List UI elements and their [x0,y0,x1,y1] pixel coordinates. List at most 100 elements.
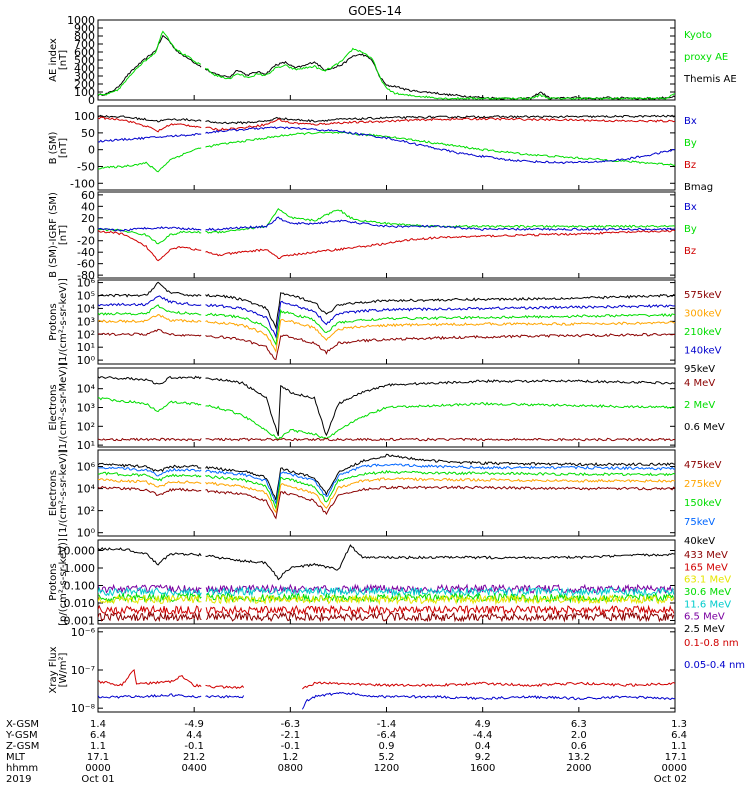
series-2-mev [98,396,675,441]
y-tick-label: 500 [74,54,95,67]
y-tick-label: -20 [77,235,95,248]
y-tick-label: 10⁻⁸ [71,702,96,715]
legend-entry: 275keV [684,479,722,490]
panel-protons_mev: 0.001 0.010 0.100 1.000 10.000Protons[p/(cm²… [48,538,731,635]
panel-frame [97,279,676,365]
series-by [98,131,675,173]
legend-entry: 30.6 MeV [684,587,731,598]
y-tick-label: 800 [74,30,95,43]
ephemeris-value: 1.1 [90,741,106,752]
panel-frame [97,627,676,713]
series-0-6-mev [98,375,675,437]
series-bz [98,116,675,133]
ephemeris-value: 1.4 [90,719,106,730]
y-tick-label: 0.010 [64,597,96,610]
y-tick-label: 10¹ [77,341,95,354]
series-275kev [98,477,675,514]
y-tick-label: 0.001 [64,615,96,628]
ephemeris-value: 17.1 [665,752,687,763]
panel-frame [97,539,676,625]
panel-frame [97,191,676,279]
ephemeris-value: -2.1 [281,730,301,741]
series-95kev [98,281,675,330]
y-tick-label: -80 [77,269,95,282]
ephemeris-value: -6.4 [377,730,397,741]
ephemeris-value: -4.4 [473,730,493,741]
legend-entry: 0.1-0.8 nm [684,638,739,649]
ephemeris-value: 17.1 [87,752,109,763]
series-0-1-0-8-nm [98,668,675,690]
legend-entry: 0.6 MeV [684,422,725,433]
panel-frame [97,105,676,191]
series-by [98,208,675,245]
ephemeris-value: 4.4 [186,730,202,741]
y-axis-label: Electrons[1/(cm²-s-sr-MeV)] [48,362,69,453]
y-tick-label: 10³ [77,315,95,328]
ephemeris-value: -4.9 [184,719,204,730]
y-axis-label: Xray Flux[W/m²] [48,646,69,693]
legend-entry: Bz [684,246,696,257]
y-tick-label: 1.000 [64,562,96,575]
ephemeris-value: -1.4 [377,719,397,730]
y-tick-label: 20 [81,212,95,225]
series-bx [98,126,675,165]
ephemeris-row-label: 2019 [6,774,31,785]
ephemeris-value: 0.4 [475,741,491,752]
y-tick-label: 0 [88,223,95,236]
y-tick-label: 0.100 [64,580,96,593]
legend-entry: 0.05-0.4 nm [684,660,745,671]
y-axis-label: Electrons[1/(cm²-s-sr-keV)] [48,449,69,537]
series-575kev [98,328,675,361]
y-tick-label: 300 [74,70,95,83]
ephemeris-value: 1.2 [282,752,298,763]
y-tick-label: -50 [77,160,95,173]
ephemeris-value: 6.4 [671,730,687,741]
y-axis-label: AE index[nT] [48,38,69,82]
ephemeris-value: 0.9 [379,741,395,752]
ephemeris-row-label: Z-GSM [6,741,39,752]
ephemeris-value: 21.2 [183,752,205,763]
ephemeris-value: 1.1 [671,741,687,752]
ephemeris-row-label: X-GSM [6,719,39,730]
y-tick-label: -40 [77,246,95,259]
y-tick-label: -100 [70,177,95,190]
panel-electrons_kev: 10⁰ 10² 10⁴ 10⁶ Electrons[1/(cm²-s-sr-keV)] 4… [48,449,722,547]
legend-entry: 95keV [684,364,715,375]
ephemeris-row-label: hhmm [6,763,38,774]
series-140kev [98,295,675,339]
legend-entry: 11.6 MeV [684,599,731,610]
ephemeris-value: Oct 02 [654,774,687,785]
series-475kev [98,485,675,520]
ephemeris-value: 0.6 [571,741,587,752]
legend-entry: 165 MeV [684,562,728,573]
ephemeris-value: 13.2 [568,752,590,763]
ephemeris-row-label: Y-GSM [5,730,38,741]
legend-entry: 6.5 MeV [684,612,725,623]
y-tick-label: -60 [77,258,95,271]
legend-entry: By [684,138,697,149]
ephemeris-value: 2000 [566,763,591,774]
y-tick-label: 50 [81,127,95,140]
series-150kev [98,469,675,511]
chart-title: GOES-14 [348,4,402,18]
legend-entry: 300keV [684,309,722,320]
series-themis-ae [98,34,675,100]
y-tick-label: 100 [74,110,95,123]
legend-entry: 2 MeV [684,400,715,411]
legend-entry: 150keV [684,498,722,509]
legend-entry: 4 MeV [684,378,715,389]
ephemeris-value: 0000 [662,763,687,774]
ephemeris-value: 0400 [181,763,206,774]
y-tick-label: 0 [88,144,95,157]
series-bx [98,216,675,232]
y-axis-label: Protons[1/(cm²-s-sr-keV)] [48,278,69,366]
ephemeris-value: -0.1 [184,741,204,752]
ephemeris-value: 5.2 [379,752,395,763]
legend-entry: 433 MeV [684,550,728,561]
y-tick-label: 10⁴ [77,383,96,396]
series-0-05-0-4-nm [98,691,675,710]
